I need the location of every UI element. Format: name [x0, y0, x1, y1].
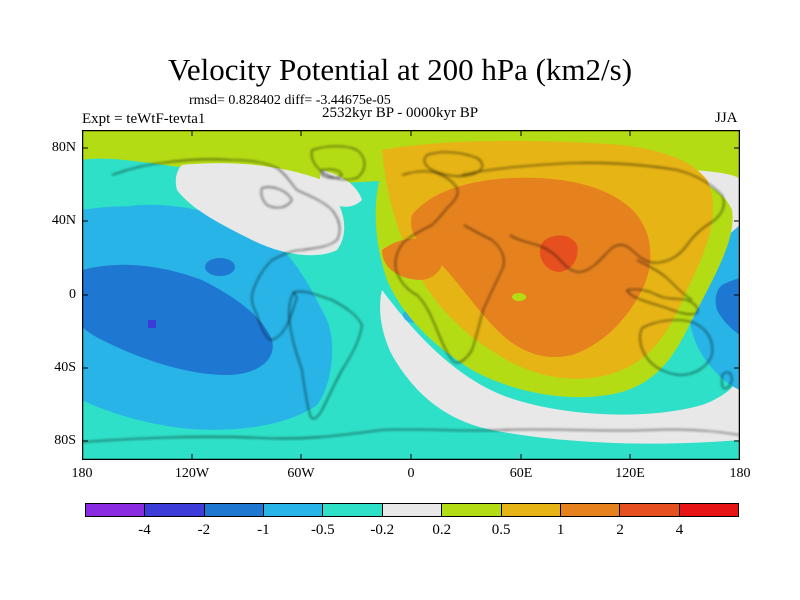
lat-tick-80n: 80N — [51, 140, 76, 155]
plot-title: Velocity Potential at 200 hPa (km2/s) — [167, 52, 633, 87]
colorbar-box — [382, 504, 443, 516]
coastlines — [82, 145, 740, 443]
colorbar-label: 2 — [616, 522, 624, 538]
colorbar-label: -2 — [197, 522, 211, 538]
colorbar-box — [145, 504, 205, 516]
colorbar-label: -0.5 — [310, 522, 335, 538]
field-south-neutral — [380, 290, 740, 444]
axis-ticks — [82, 130, 740, 460]
lon-tick-120w: 120W — [174, 466, 210, 481]
colorbar-label: 4 — [675, 522, 684, 538]
field-ea-neutral — [512, 293, 526, 301]
lon-tick-120e: 120E — [615, 466, 645, 481]
field-pos-1-tail — [382, 238, 444, 280]
colorbar-box — [323, 504, 383, 516]
lon-tick-0: 0 — [407, 466, 415, 481]
season-label: JJA — [715, 110, 738, 126]
lon-tick-180w: 180 — [71, 466, 93, 481]
colorbar-label: -1 — [257, 522, 270, 538]
field-na-neutral-2 — [319, 170, 362, 207]
field-atlantic-neg-2 — [205, 258, 235, 276]
colorbar-label: 1 — [556, 522, 565, 538]
colorbar-box — [442, 504, 502, 516]
field-asia-pos — [641, 182, 707, 237]
lon-tick-180e: 180 — [729, 466, 751, 481]
colorbar-label: 0.5 — [491, 522, 511, 538]
colorbar-box — [204, 504, 265, 516]
field-na-neutral — [175, 163, 345, 256]
velocity-potential-map — [82, 130, 740, 460]
colorbar-box — [264, 504, 324, 516]
lat-tick-0: 0 — [69, 287, 76, 302]
field-min-spot — [148, 320, 156, 328]
field-pacific-neg-2 — [112, 204, 232, 241]
colorbar-box — [679, 504, 738, 516]
colorbar — [85, 503, 739, 517]
colorbar-box — [620, 504, 680, 516]
stats-label: rmsd= 0.828402 diff= -3.44675e-05 — [189, 93, 391, 108]
colorbar-box — [501, 504, 561, 516]
colorbar-label: -4 — [138, 522, 151, 538]
period-label: 2532kyr BP - 0000kyr BP — [322, 105, 479, 121]
lon-tick-60e: 60E — [509, 466, 533, 481]
field-wpac-neg-deep — [715, 278, 740, 335]
lat-tick-40s: 40S — [54, 360, 76, 375]
colorbar-label: -0.2 — [370, 522, 395, 538]
experiment-label: Expt = teWtF-tevta1 — [82, 111, 206, 127]
colorbar-box — [560, 504, 621, 516]
lat-tick-40n: 40N — [51, 213, 76, 228]
colorbar-box — [86, 504, 146, 516]
lon-tick-60w: 60W — [287, 466, 315, 481]
field-pos-2 — [540, 235, 578, 272]
field-pacific-neg-deep — [82, 264, 273, 375]
lat-tick-80s: 80S — [54, 433, 76, 448]
field-pos-1 — [411, 177, 651, 358]
colorbar-label: 0.2 — [432, 522, 452, 538]
